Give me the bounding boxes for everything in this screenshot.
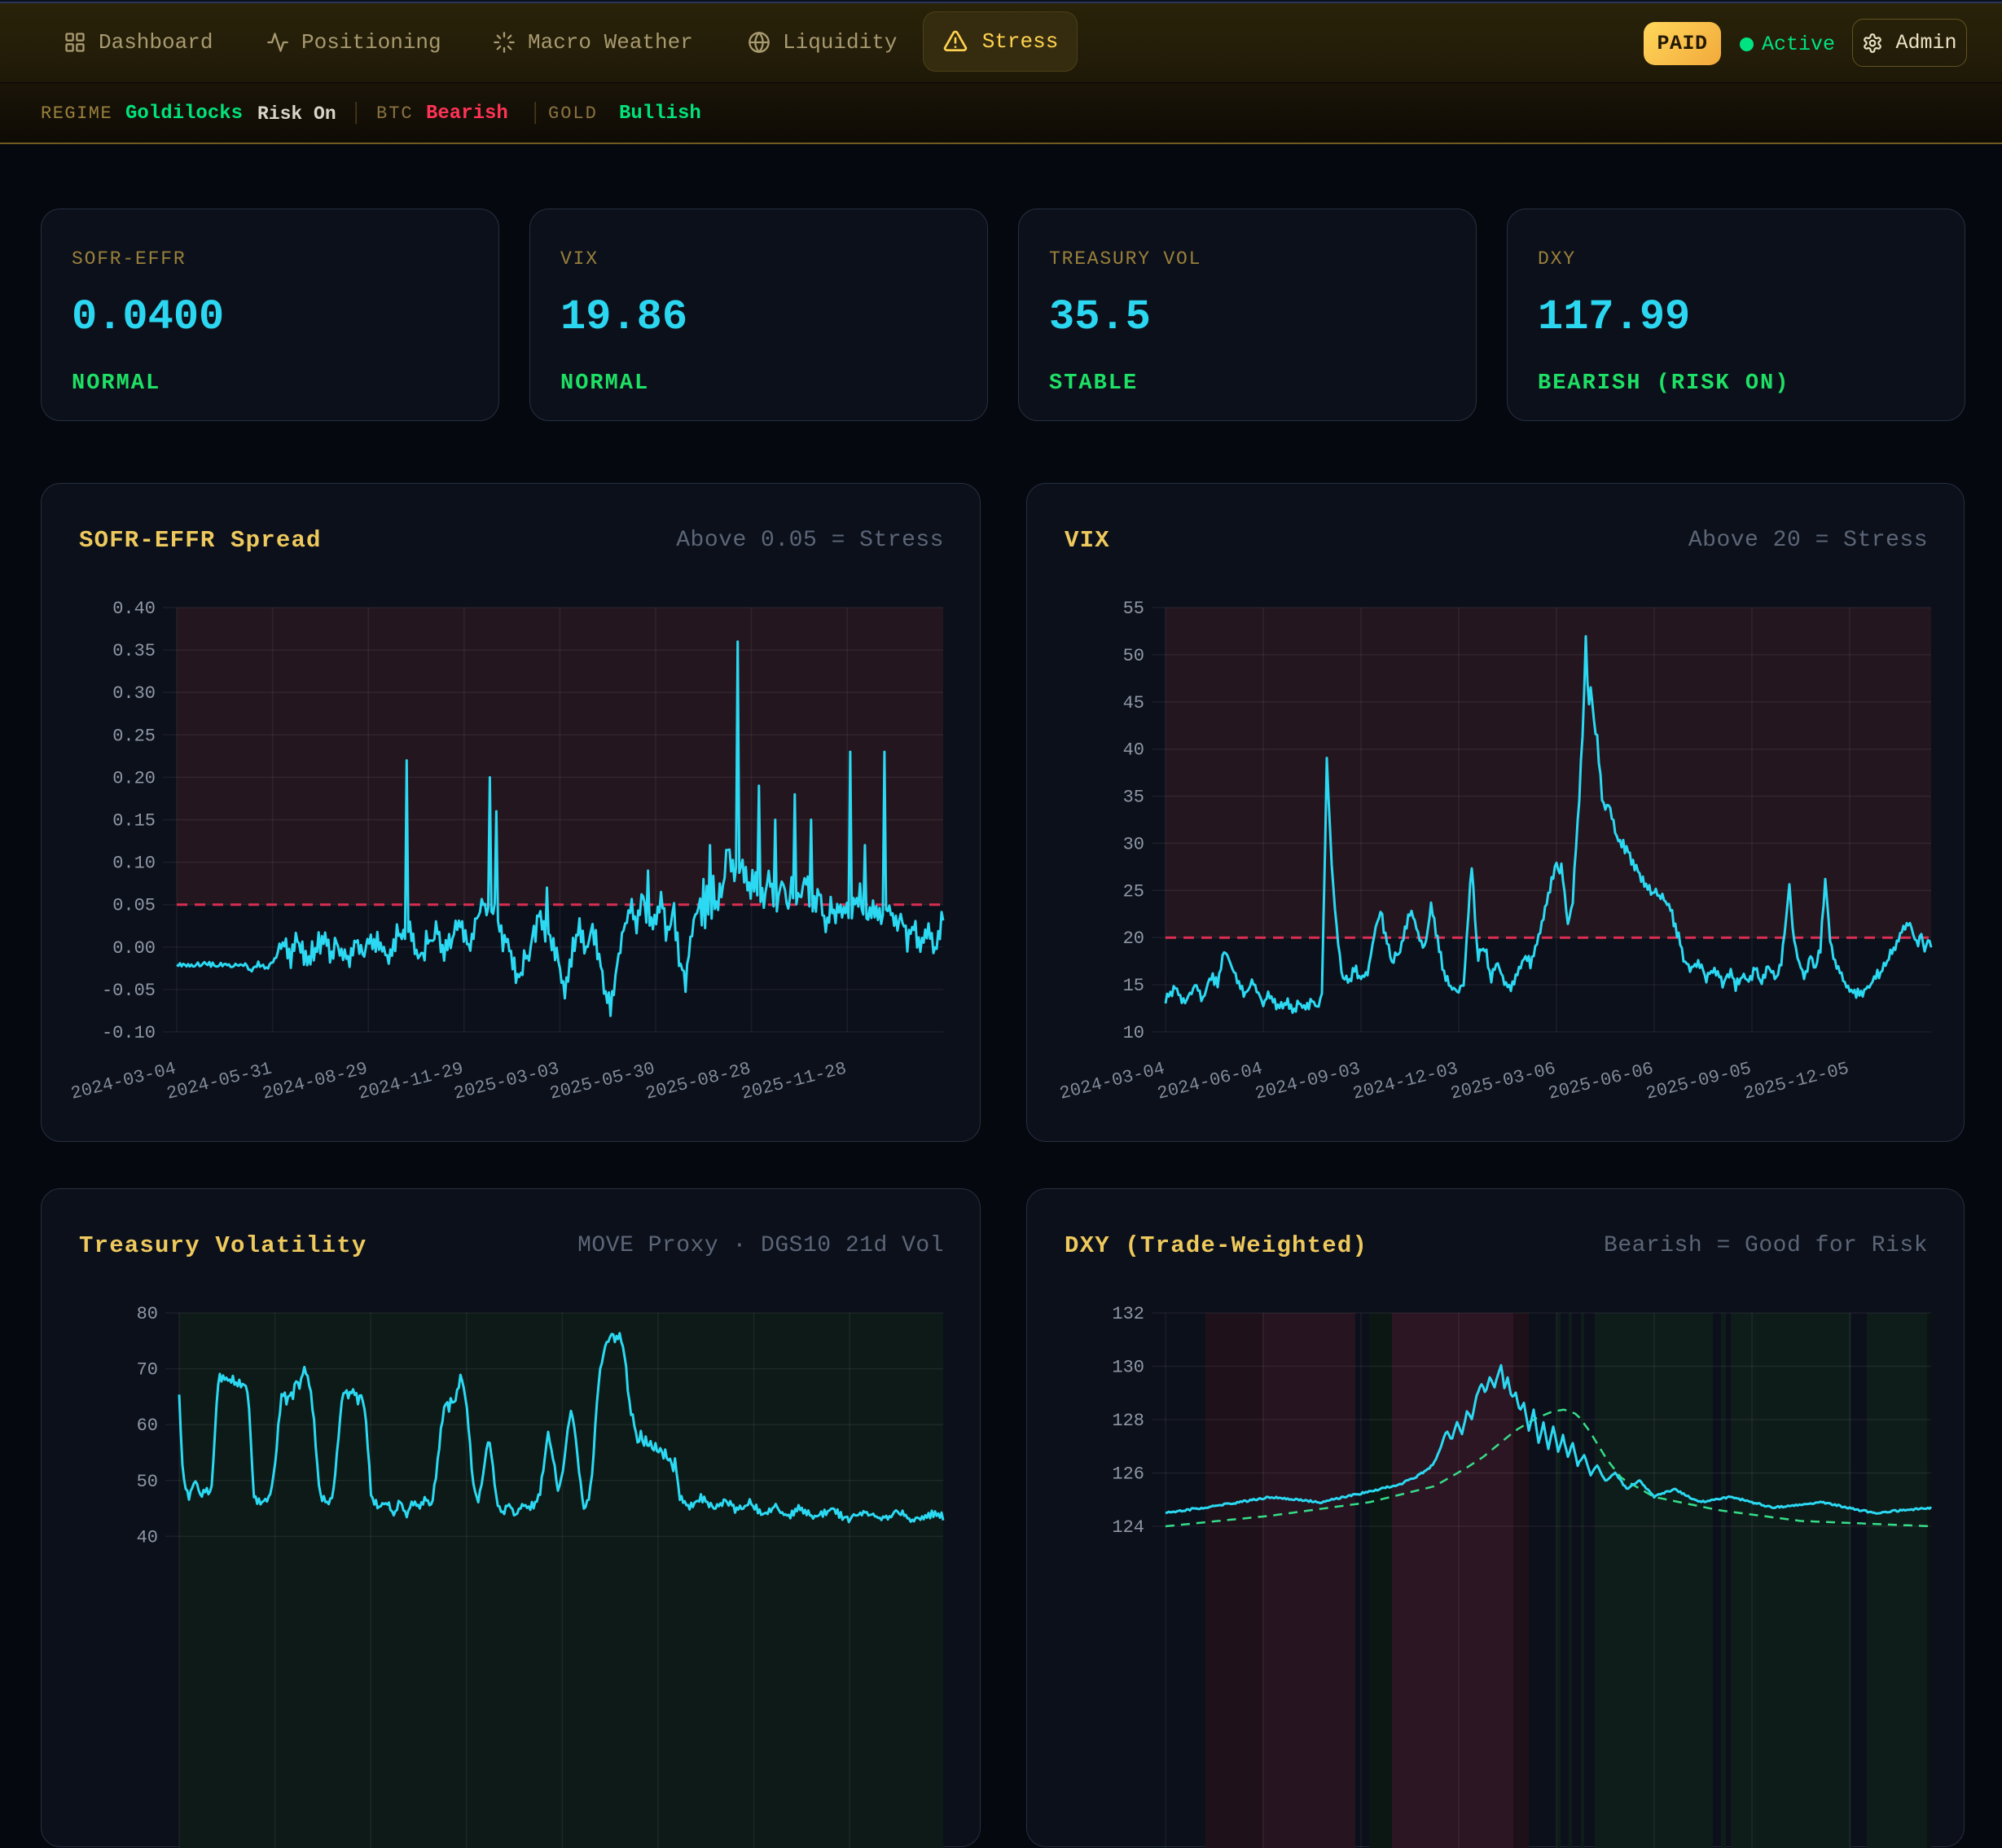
svg-text:-0.10: -0.10 bbox=[102, 1023, 156, 1043]
svg-text:126: 126 bbox=[1112, 1464, 1144, 1485]
svg-text:50: 50 bbox=[1123, 646, 1144, 666]
svg-text:2025-08-28: 2025-08-28 bbox=[643, 1059, 753, 1104]
svg-text:0.20: 0.20 bbox=[112, 768, 156, 788]
svg-text:2025-03-06: 2025-03-06 bbox=[1449, 1059, 1558, 1104]
svg-text:0.25: 0.25 bbox=[112, 726, 156, 746]
svg-text:0.35: 0.35 bbox=[112, 641, 156, 661]
svg-text:0.30: 0.30 bbox=[112, 683, 156, 704]
svg-text:50: 50 bbox=[137, 1472, 158, 1492]
svg-text:2024-03-04: 2024-03-04 bbox=[1058, 1059, 1167, 1104]
svg-text:130: 130 bbox=[1112, 1358, 1144, 1378]
svg-text:124: 124 bbox=[1112, 1517, 1144, 1538]
svg-text:15: 15 bbox=[1123, 976, 1144, 996]
svg-text:70: 70 bbox=[137, 1360, 158, 1381]
svg-text:2025-11-28: 2025-11-28 bbox=[740, 1059, 849, 1104]
svg-text:2025-03-03: 2025-03-03 bbox=[452, 1059, 561, 1104]
svg-text:45: 45 bbox=[1123, 693, 1144, 713]
svg-text:0.40: 0.40 bbox=[112, 599, 156, 619]
svg-text:35: 35 bbox=[1123, 788, 1144, 808]
svg-text:40: 40 bbox=[137, 1527, 158, 1547]
svg-text:0.10: 0.10 bbox=[112, 854, 156, 874]
svg-text:40: 40 bbox=[1123, 740, 1144, 761]
svg-text:60: 60 bbox=[137, 1416, 158, 1436]
svg-text:0.15: 0.15 bbox=[112, 811, 156, 832]
svg-text:25: 25 bbox=[1123, 881, 1144, 902]
svg-text:2024-08-29: 2024-08-29 bbox=[261, 1059, 370, 1104]
svg-text:0.00: 0.00 bbox=[112, 938, 156, 959]
svg-text:10: 10 bbox=[1123, 1023, 1144, 1043]
svg-text:132: 132 bbox=[1112, 1304, 1144, 1324]
svg-text:2024-09-03: 2024-09-03 bbox=[1253, 1059, 1363, 1104]
svg-text:2025-05-30: 2025-05-30 bbox=[548, 1059, 657, 1104]
svg-text:2024-06-04: 2024-06-04 bbox=[1156, 1059, 1265, 1104]
svg-text:2025-06-06: 2025-06-06 bbox=[1547, 1059, 1656, 1104]
svg-text:2024-03-04: 2024-03-04 bbox=[69, 1059, 178, 1104]
svg-text:55: 55 bbox=[1123, 599, 1144, 619]
svg-text:30: 30 bbox=[1123, 834, 1144, 854]
svg-text:-0.05: -0.05 bbox=[102, 981, 156, 1001]
svg-text:128: 128 bbox=[1112, 1411, 1144, 1431]
svg-text:0.05: 0.05 bbox=[112, 896, 156, 916]
svg-text:2025-12-05: 2025-12-05 bbox=[1742, 1059, 1851, 1104]
svg-text:2024-05-31: 2024-05-31 bbox=[165, 1059, 274, 1104]
svg-text:80: 80 bbox=[137, 1304, 158, 1324]
svg-text:2024-12-03: 2024-12-03 bbox=[1351, 1059, 1460, 1104]
svg-text:2024-11-29: 2024-11-29 bbox=[356, 1059, 465, 1104]
svg-text:2025-09-05: 2025-09-05 bbox=[1644, 1059, 1754, 1104]
svg-text:20: 20 bbox=[1123, 928, 1144, 949]
